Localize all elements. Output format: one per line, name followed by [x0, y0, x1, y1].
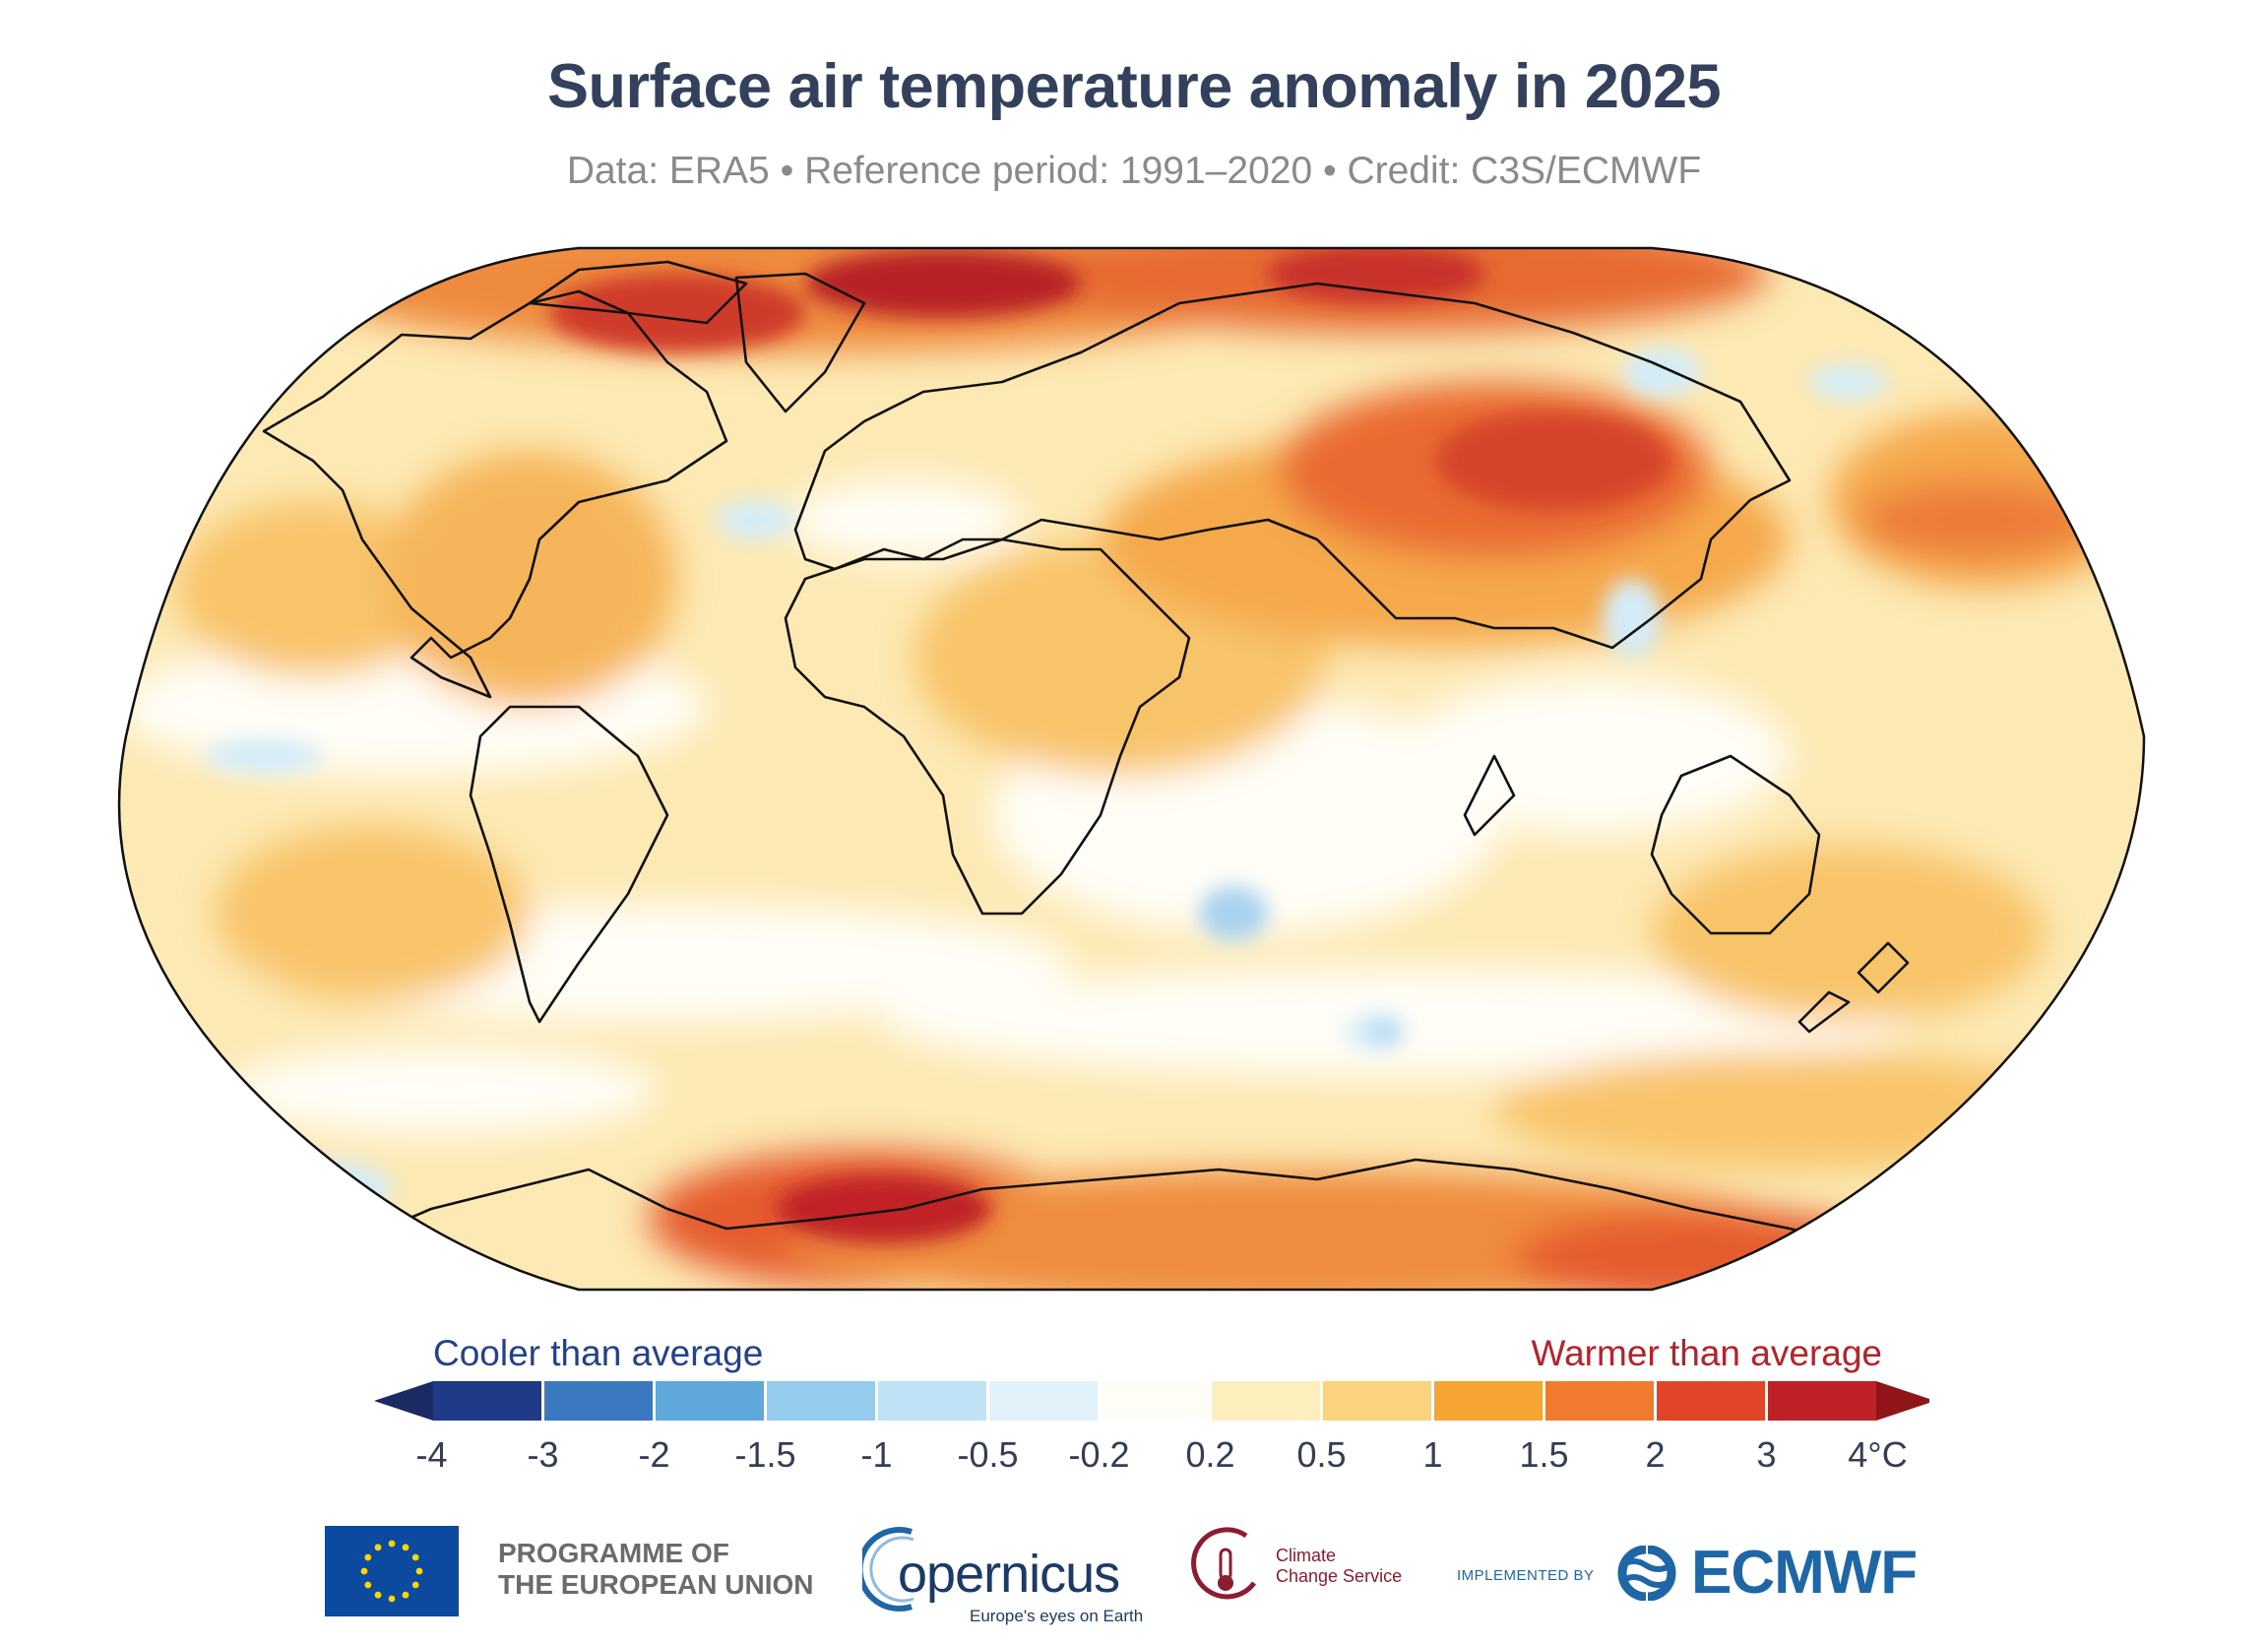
- colorbar-tick-label: -1.5: [734, 1434, 796, 1475]
- eu-star-icon: [374, 1591, 382, 1599]
- eu-text-line1: PROGRAMME OF: [498, 1538, 729, 1568]
- colorbar-segment: [1657, 1381, 1765, 1421]
- c3s-line1: Climate: [1276, 1546, 1337, 1565]
- footer-logos: PROGRAMME OF THE EUROPEAN UNION opernicu…: [0, 1516, 2268, 1625]
- eu-star-icon: [388, 1540, 396, 1548]
- eu-flag-icon: [325, 1526, 459, 1616]
- colorbar-segment: [878, 1381, 986, 1421]
- colorbar-tick-label: 0.5: [1296, 1434, 1347, 1475]
- anomaly-field: [119, 248, 2145, 1290]
- copernicus-wordmark: opernicus: [898, 1545, 1120, 1604]
- colorbar-over-arrow: [1876, 1381, 1929, 1421]
- eu-star-icon: [402, 1591, 410, 1599]
- page-subtitle: Data: ERA5 • Reference period: 1991–2020…: [566, 150, 1702, 192]
- colorbar-segment: [1323, 1381, 1431, 1421]
- colorbar-segment: [767, 1381, 875, 1421]
- colorbar-tick-label: 1.5: [1519, 1434, 1569, 1475]
- c3s-text: Climate Change Service: [1276, 1546, 1402, 1587]
- colorbar-tick-label: 1: [1422, 1434, 1443, 1475]
- colorbar-tick-label: -4: [415, 1434, 448, 1475]
- eu-star-icon: [415, 1567, 423, 1575]
- colorbar-segment: [1101, 1381, 1209, 1421]
- colorbar-tick-label: 4°C: [1848, 1434, 1908, 1475]
- copernicus-logo-icon: [862, 1527, 914, 1612]
- implemented-by-label: IMPLEMENTED BY: [1457, 1567, 1595, 1584]
- copernicus-tagline: Europe's eyes on Earth: [970, 1607, 1144, 1625]
- eu-star-icon: [402, 1544, 410, 1551]
- ecmwf-wordmark: ECMWF: [1691, 1539, 1918, 1607]
- eu-star-icon: [411, 1553, 419, 1561]
- eu-text-line2: THE EUROPEAN UNION: [498, 1569, 814, 1600]
- colorbar-segment: [1434, 1381, 1543, 1421]
- colorbar-segment: [989, 1381, 1098, 1421]
- colorbar-tick-label: -2: [638, 1434, 670, 1475]
- eu-star-icon: [411, 1581, 419, 1589]
- map-frame: [117, 246, 2146, 1292]
- eu-star-icon: [388, 1595, 396, 1603]
- colorbar-segment: [1768, 1381, 1876, 1421]
- colorbar-segment: [433, 1381, 541, 1421]
- eu-star-icon: [374, 1544, 382, 1551]
- eu-star-icon: [364, 1553, 372, 1561]
- colorbar-tick-label: -0.5: [957, 1434, 1019, 1475]
- colorbar-segment: [656, 1381, 764, 1421]
- colorbar-tick-label: 0.2: [1185, 1434, 1235, 1475]
- colorbar-segment: [544, 1381, 653, 1421]
- warmer-than-average-label: Warmer than average: [1531, 1333, 1882, 1373]
- eu-star-icon: [364, 1581, 372, 1589]
- eu-star-icon: [360, 1567, 368, 1575]
- colorbar-tick-label: -3: [527, 1434, 559, 1475]
- climate-change-service-logo-icon: [1191, 1527, 1257, 1600]
- world-anomaly-map: [117, 246, 2146, 1292]
- page-title: Surface air temperature anomaly in 2025: [546, 52, 1722, 121]
- colorbar-tick-label: -1: [860, 1434, 893, 1475]
- colorbar-tick-label: 2: [1645, 1434, 1666, 1475]
- cooler-than-average-label: Cooler than average: [433, 1333, 764, 1373]
- colorbar-segment: [1212, 1381, 1320, 1421]
- colorbar-under-arrow: [374, 1381, 433, 1421]
- coastlines: [262, 260, 1910, 1250]
- colorbar-segment: [1545, 1381, 1654, 1421]
- c3s-line2: Change Service: [1276, 1566, 1403, 1586]
- eu-programme-text: PROGRAMME OF THE EUROPEAN UNION: [498, 1538, 813, 1601]
- colorbar-tick-label: -0.2: [1068, 1434, 1130, 1475]
- colorbar: [374, 1381, 1929, 1421]
- ecmwf-logo-icon: [1617, 1546, 1676, 1601]
- colorbar-tick-label: 3: [1756, 1434, 1777, 1475]
